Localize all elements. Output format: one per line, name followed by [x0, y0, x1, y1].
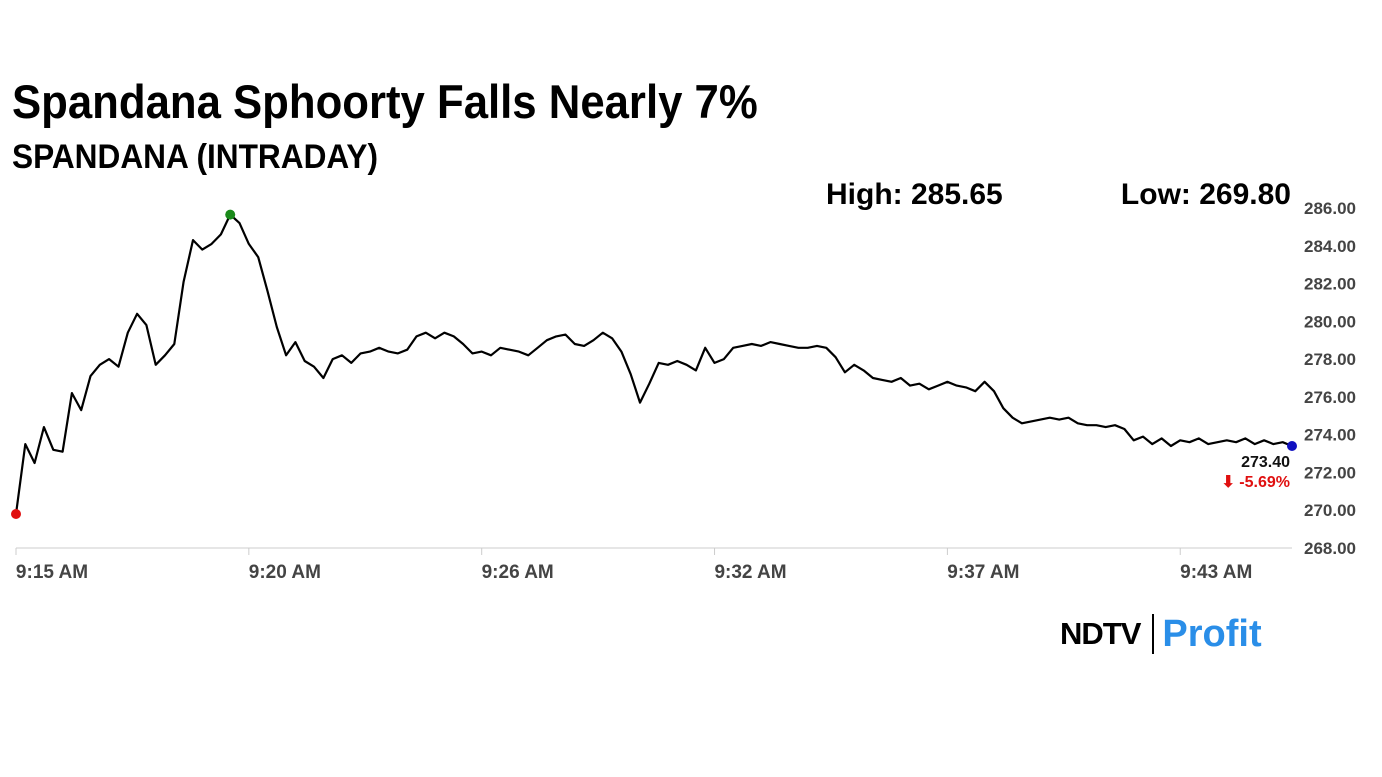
x-tick-label: 9:26 AM [482, 562, 554, 583]
y-tick-label: 286.00 [1304, 199, 1356, 218]
down-arrow-icon: ⬇ [1221, 474, 1239, 491]
x-tick-label: 9:20 AM [249, 562, 321, 583]
x-tick-label: 9:32 AM [714, 562, 786, 583]
logo-ndtv-text: NDTV [1060, 616, 1141, 651]
y-axis: 286.00 284.00 282.00 280.00 278.00 276.00 274.… [1304, 199, 1356, 558]
last-price-label: 273.40 [1241, 454, 1290, 471]
y-tick-label: 272.00 [1304, 463, 1356, 482]
y-tick-label: 282.00 [1304, 275, 1356, 294]
y-tick-label: 274.00 [1304, 426, 1356, 445]
x-axis: 9:15 AM 9:20 AM 9:26 AM 9:32 AM 9:37 AM 9:43 … [15, 547, 1292, 583]
chart-title: Spandana Sphoorty Falls Nearly 7% [12, 75, 758, 128]
logo-divider [1152, 614, 1155, 654]
y-tick-label: 268.00 [1304, 539, 1356, 558]
high-stat: High: 285.65 [826, 178, 1003, 211]
y-tick-label: 270.00 [1304, 501, 1356, 520]
high-marker [225, 209, 236, 220]
price-line [14, 213, 1293, 515]
y-tick-label: 278.00 [1304, 350, 1356, 369]
y-tick-label: 280.00 [1304, 312, 1356, 331]
low-marker [11, 509, 21, 519]
x-tick-label: 9:43 AM [1180, 562, 1252, 583]
chart-subtitle: SPANDANA (INTRADAY) [12, 138, 378, 176]
change-percent-label: ⬇ -5.69% [1221, 474, 1290, 491]
ndtv-profit-logo: NDTV Profit [1060, 612, 1262, 656]
change-percent-value: -5.69% [1239, 474, 1290, 491]
low-stat: Low: 269.80 [1120, 178, 1291, 211]
y-tick-label: 284.00 [1304, 237, 1356, 256]
y-tick-label: 276.00 [1304, 388, 1356, 407]
logo-profit-text: Profit [1162, 612, 1262, 655]
markers [11, 209, 1297, 519]
last-price-marker [1287, 441, 1297, 451]
x-tick-label: 9:15 AM [16, 562, 88, 583]
x-tick-label: 9:37 AM [947, 562, 1019, 583]
